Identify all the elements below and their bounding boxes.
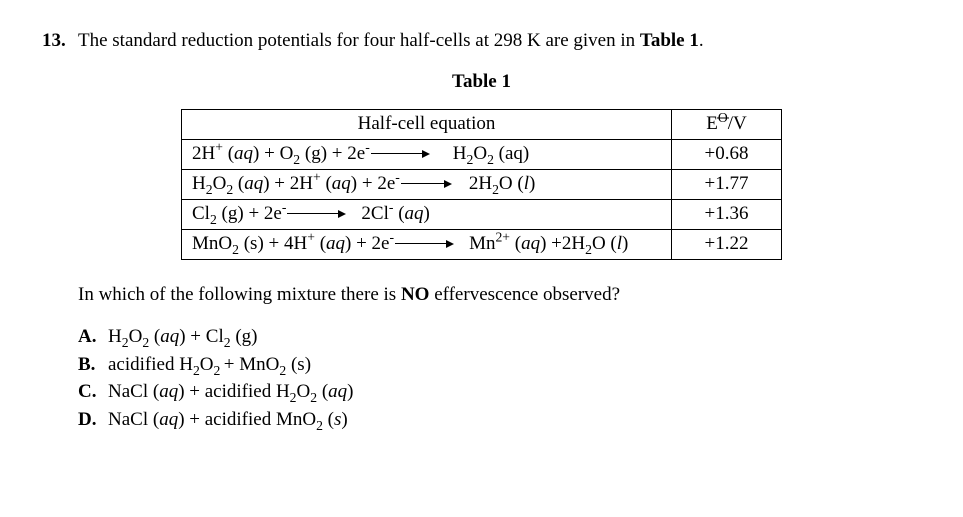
- table-title: Table 1: [42, 69, 921, 96]
- cell-equation: 2H+ (aq) + O2 (g) + 2e- H2O2 (aq): [182, 139, 672, 169]
- cell-equation: H2O2 (aq) + 2H+ (aq) + 2e- 2H2O (l): [182, 169, 672, 199]
- equation-rhs: 2H2O (l): [457, 173, 536, 194]
- option-letter: C.: [78, 379, 108, 406]
- equation-rhs: 2Cl- (aq): [351, 203, 429, 224]
- equation-rhs: H2O2 (aq): [435, 143, 530, 164]
- table-row: 2H+ (aq) + O2 (g) + 2e- H2O2 (aq) +0.68: [182, 139, 782, 169]
- option-row: A.H2O2 (aq) + Cl2 (g): [78, 324, 921, 351]
- option-letter: B.: [78, 352, 108, 379]
- followup-text: In which of the following mixture there …: [78, 282, 921, 309]
- cell-equation: MnO2 (s) + 4H+ (aq) + 2e- Mn2+ (aq) +2H2O…: [182, 229, 672, 259]
- option-row: B.acidified H2O2 + MnO2 (s): [78, 352, 921, 379]
- question-table-ref: Table 1: [640, 30, 699, 51]
- options-list: A.H2O2 (aq) + Cl2 (g)B.acidified H2O2 + …: [78, 324, 921, 433]
- question-row: 13. The standard reduction potentials fo…: [42, 28, 921, 55]
- cell-potential: +1.77: [672, 169, 782, 199]
- option-row: D.NaCl (aq) + acidified MnO2 (s): [78, 407, 921, 434]
- option-letter: A.: [78, 324, 108, 351]
- cell-potential: +1.22: [672, 229, 782, 259]
- equation-lhs: MnO2 (s) + 4H+ (aq) + 2e-: [192, 233, 394, 254]
- option-text: NaCl (aq) + acidified H2O2 (aq): [108, 379, 354, 406]
- arrow-icon: [401, 170, 452, 197]
- followup-after: effervescence observed?: [429, 284, 620, 305]
- option-row: C.NaCl (aq) + acidified H2O2 (aq): [78, 379, 921, 406]
- equation-lhs: H2O2 (aq) + 2H+ (aq) + 2e-: [192, 173, 400, 194]
- question-text: The standard reduction potentials for fo…: [78, 28, 921, 55]
- followup-before: In which of the following mixture there …: [78, 284, 401, 305]
- option-letter: D.: [78, 407, 108, 434]
- table-header-row: Half-cell equationEO/V: [182, 110, 782, 140]
- question-number: 13.: [42, 28, 78, 55]
- cell-potential: +1.36: [672, 199, 782, 229]
- arrow-icon: [371, 140, 430, 167]
- question-text-after: .: [699, 30, 704, 51]
- header-potential: EO/V: [672, 110, 782, 140]
- equation-lhs: Cl2 (g) + 2e-: [192, 203, 286, 224]
- question-text-before: The standard reduction potentials for fo…: [78, 30, 640, 51]
- table-row: Cl2 (g) + 2e- 2Cl- (aq) +1.36: [182, 199, 782, 229]
- option-text: NaCl (aq) + acidified MnO2 (s): [108, 407, 348, 434]
- arrow-icon: [395, 230, 454, 257]
- option-text: acidified H2O2 + MnO2 (s): [108, 352, 311, 379]
- table-body: Half-cell equationEO/V2H+ (aq) + O2 (g) …: [182, 110, 782, 259]
- cell-equation: Cl2 (g) + 2e- 2Cl- (aq): [182, 199, 672, 229]
- table-row: MnO2 (s) + 4H+ (aq) + 2e- Mn2+ (aq) +2H2O…: [182, 229, 782, 259]
- equation-rhs: Mn2+ (aq) +2H2O (l): [459, 233, 628, 254]
- followup-bold: NO: [401, 284, 430, 305]
- potentials-table: Half-cell equationEO/V2H+ (aq) + O2 (g) …: [181, 109, 782, 259]
- header-equation: Half-cell equation: [182, 110, 672, 140]
- cell-potential: +0.68: [672, 139, 782, 169]
- arrow-icon: [287, 200, 346, 227]
- option-text: H2O2 (aq) + Cl2 (g): [108, 324, 257, 351]
- table-wrap: Half-cell equationEO/V2H+ (aq) + O2 (g) …: [42, 109, 921, 259]
- equation-lhs: 2H+ (aq) + O2 (g) + 2e-: [192, 143, 370, 164]
- table-row: H2O2 (aq) + 2H+ (aq) + 2e- 2H2O (l) +1.77: [182, 169, 782, 199]
